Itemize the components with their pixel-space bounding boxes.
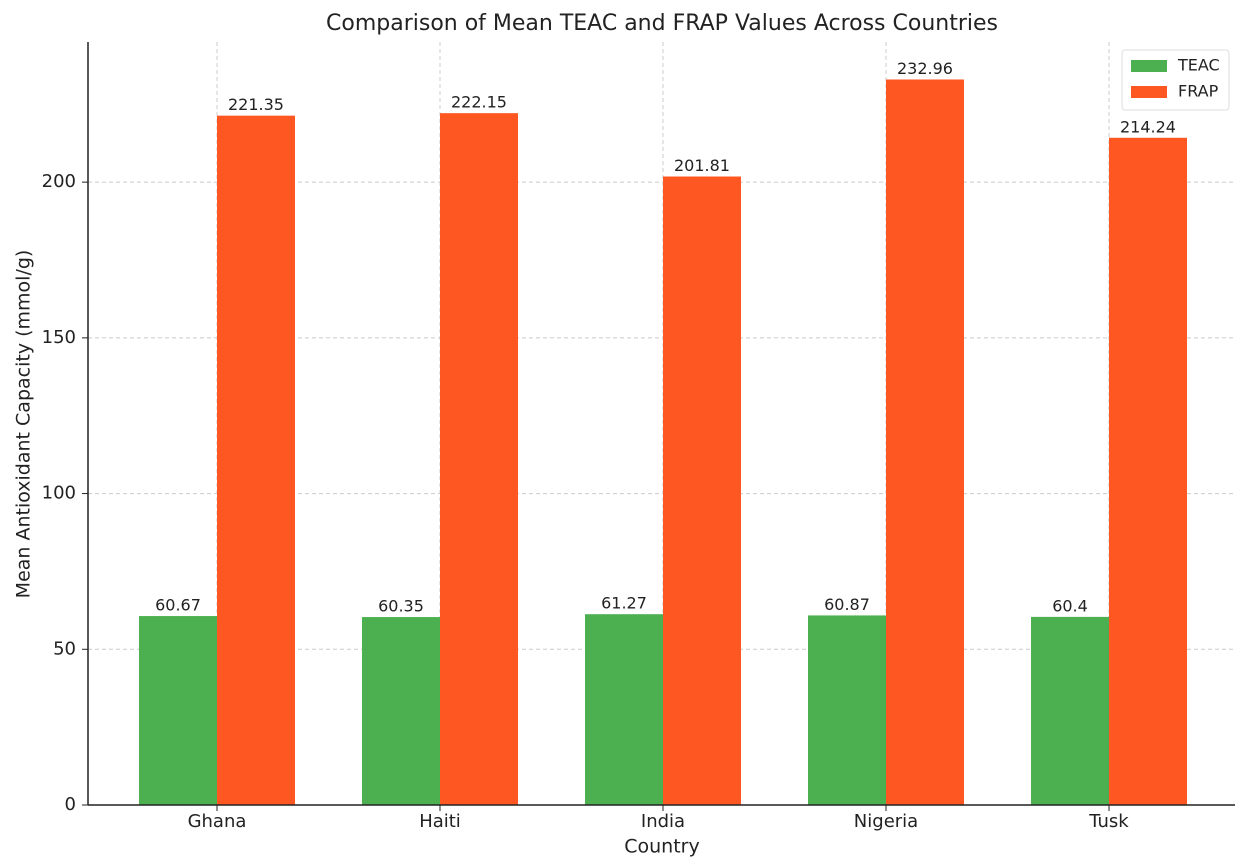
value-label: 232.96: [897, 59, 953, 78]
value-label: 60.87: [824, 595, 870, 614]
y-tick-label: 50: [53, 638, 76, 659]
value-label: 60.4: [1052, 596, 1088, 615]
bar: [217, 115, 295, 806]
value-label: 221.35: [228, 95, 284, 114]
bar: [663, 176, 741, 806]
legend-swatch: [1131, 60, 1167, 72]
value-label: 222.15: [451, 93, 507, 112]
value-label: 60.67: [155, 596, 201, 615]
bar: [886, 79, 964, 806]
legend-label: FRAP: [1178, 82, 1219, 101]
x-tick-label: Nigeria: [854, 811, 918, 832]
bar: [440, 113, 518, 805]
bar: [808, 615, 886, 805]
value-label: 61.27: [601, 594, 647, 613]
x-tick-label: Tusk: [1088, 811, 1129, 832]
bar: [139, 616, 217, 805]
x-tick-label: Haiti: [419, 811, 461, 832]
y-tick-label: 100: [42, 483, 76, 504]
x-tick-label: India: [641, 811, 685, 832]
bar: [585, 614, 663, 805]
bar: [1109, 137, 1187, 806]
y-tick-label: 150: [42, 327, 76, 348]
chart-title: Comparison of Mean TEAC and FRAP Values …: [326, 11, 998, 36]
y-axis-label: Mean Antioxidant Capacity (mmol/g): [13, 250, 35, 599]
value-label: 214.24: [1120, 117, 1176, 136]
y-tick-label: 0: [65, 794, 76, 815]
legend-swatch: [1131, 86, 1167, 98]
x-tick-label: Ghana: [188, 811, 247, 832]
bar: [362, 617, 440, 805]
legend-label: TEAC: [1177, 56, 1220, 75]
bar: [1031, 616, 1109, 805]
x-axis-label: Country: [624, 836, 699, 857]
value-label: 201.81: [674, 156, 730, 175]
value-label: 60.35: [378, 597, 424, 616]
y-tick-label: 200: [42, 171, 76, 192]
